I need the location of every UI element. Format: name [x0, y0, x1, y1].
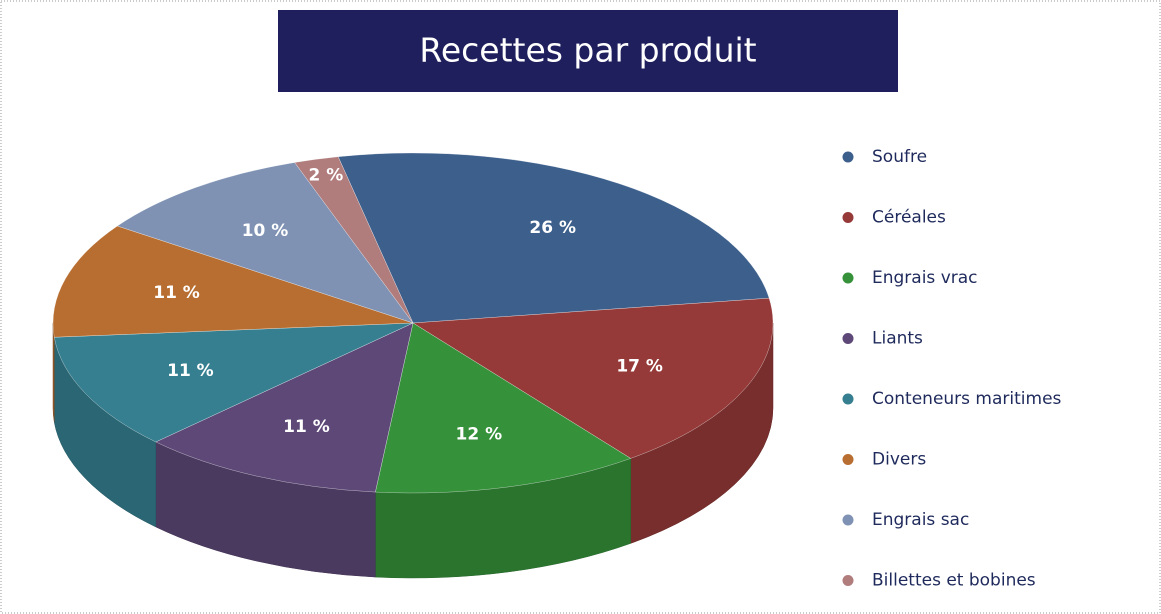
data-label: 10 %: [242, 221, 289, 241]
data-label: 17 %: [616, 357, 663, 377]
data-label: 11 %: [153, 283, 200, 303]
slice: [337, 152, 770, 324]
legend-label: Billettes et bobines: [872, 571, 1036, 591]
legend-marker: [842, 454, 854, 465]
legend-label: Divers: [872, 450, 926, 470]
slice: [52, 225, 414, 338]
slice-side: [52, 322, 55, 423]
chart-title: Recettes par produit: [419, 31, 756, 70]
slice: [294, 156, 414, 324]
legend-marker: [842, 151, 854, 163]
data-label: 12 %: [456, 424, 503, 444]
legend-label: Céréales: [872, 208, 946, 228]
slice: [54, 322, 414, 443]
legend-label: Liants: [872, 329, 923, 349]
slice: [412, 298, 774, 459]
data-label: 26 %: [529, 218, 576, 238]
legend-label: Engrais vrac: [872, 268, 978, 288]
title-box: [278, 10, 898, 92]
legend-label: Conteneurs maritimes: [872, 389, 1062, 409]
slice: [375, 322, 631, 494]
legend-label: Soufre: [872, 147, 927, 167]
legend-marker: [842, 514, 854, 526]
legend-marker: [842, 272, 854, 284]
legend-label: Engrais sac: [872, 510, 969, 530]
legend-marker: [842, 333, 854, 344]
legend-marker: [842, 393, 854, 405]
data-label: 11 %: [283, 417, 330, 437]
slice: [155, 322, 414, 493]
data-label: 11 %: [167, 361, 214, 381]
legend-marker: [842, 575, 854, 586]
data-label: 2 %: [308, 166, 343, 186]
slice: [117, 162, 414, 324]
legend-marker: [842, 212, 854, 223]
